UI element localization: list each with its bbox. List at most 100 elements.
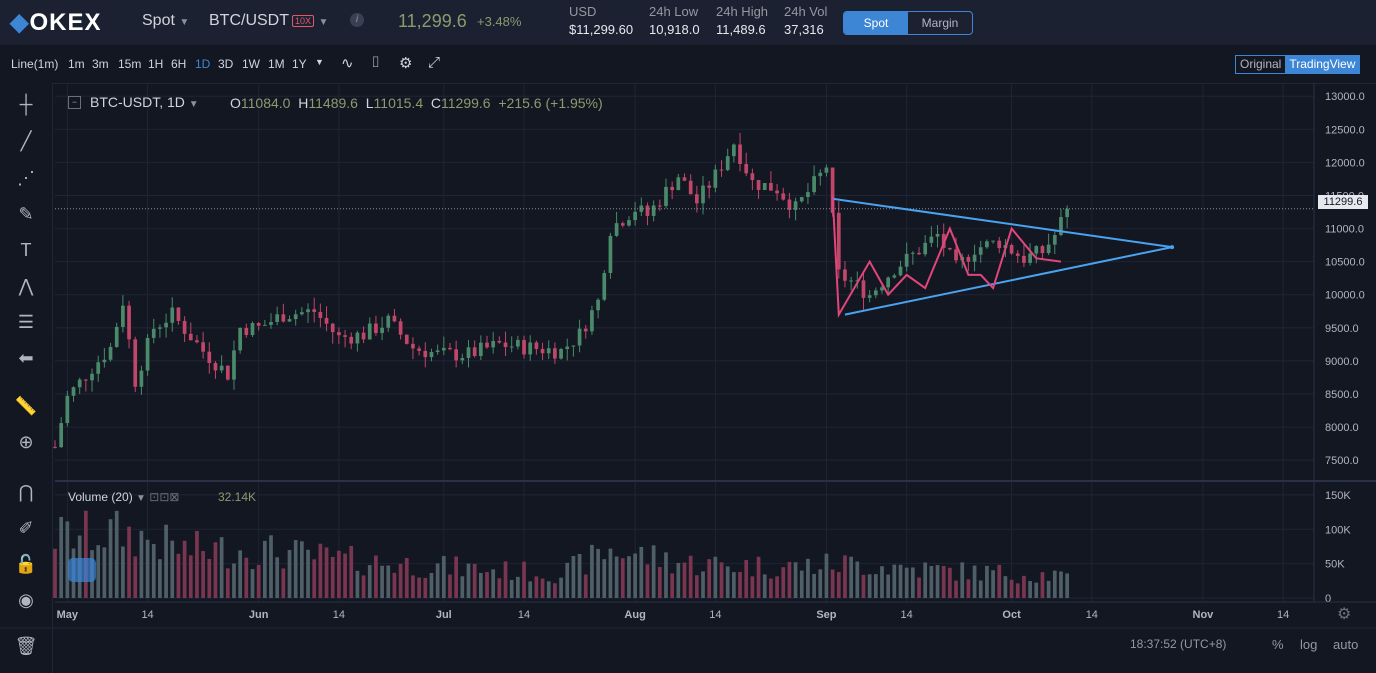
candle [262, 324, 267, 326]
candle [627, 220, 631, 226]
candle [1022, 255, 1026, 263]
tf-6h[interactable]: 6H [171, 57, 187, 71]
volume-bar [244, 557, 249, 598]
tf-3m[interactable]: 3m [92, 57, 109, 71]
okex-logo[interactable]: ◆OKEX [10, 9, 102, 36]
volume-bar [386, 565, 391, 598]
tf-1w[interactable]: 1W [242, 57, 260, 71]
tf-15m[interactable]: 15m [118, 57, 142, 71]
drawing-toolbar [0, 83, 53, 673]
symbol-legend[interactable]: BTC-USDT, 1D ▼ [90, 94, 199, 110]
volume-bar [750, 576, 755, 598]
eye-icon[interactable]: ◉ [18, 590, 34, 610]
volume-bar [312, 559, 317, 598]
tab-margin[interactable]: Margin [921, 16, 959, 30]
ruler-icon[interactable]: 📏 [14, 396, 38, 416]
candle [886, 277, 891, 288]
candle [1046, 244, 1051, 254]
market-type-select[interactable]: Spot ▼ [142, 12, 190, 29]
price-axis-label: 7500.0 [1325, 455, 1359, 467]
candle [423, 350, 428, 358]
candle [787, 199, 792, 210]
tf-1m[interactable]: 1m [68, 57, 85, 71]
chevron-down-icon[interactable]: ▼ [315, 57, 324, 67]
time-axis-label: Sep [816, 609, 836, 621]
fullscreen-icon[interactable]: ⤢ [428, 54, 441, 71]
percent-toggle[interactable]: % [1272, 637, 1284, 652]
candle [657, 205, 662, 207]
candle [485, 342, 489, 348]
gear-icon[interactable]: ⚙ [1337, 606, 1352, 623]
lock-drawing-icon[interactable]: ✐ [18, 518, 34, 538]
volume-bar [997, 564, 1002, 598]
volume-bar [843, 555, 847, 598]
candle [170, 307, 175, 323]
volume-legend[interactable]: Volume (20) ▼ ⊡⊡⊠ [68, 490, 180, 504]
auto-toggle[interactable]: auto [1333, 637, 1359, 652]
candle [713, 169, 718, 188]
candle [867, 295, 872, 298]
volume-bar [867, 574, 872, 598]
trend-line-icon[interactable]: ╱ [20, 131, 32, 151]
volume-bar [873, 574, 878, 598]
pair-select[interactable]: BTC/USDT 10X ▼ [209, 12, 329, 29]
candle [59, 423, 64, 448]
crosshair-icon[interactable]: ┼ [19, 94, 33, 114]
volume-bar [380, 565, 384, 598]
volume-bar [1009, 579, 1014, 598]
magnet-icon[interactable]: ⋂ [18, 482, 34, 502]
volume-axis-label: 0 [1325, 593, 1331, 605]
tf-3d[interactable]: 3D [218, 57, 234, 71]
volume-bar [324, 547, 329, 598]
candle [188, 333, 193, 341]
info-icon[interactable]: i [350, 13, 364, 27]
volume-bar [114, 510, 119, 598]
unlock-icon[interactable]: 🔓 [14, 554, 38, 574]
tf-1h[interactable]: 1H [148, 57, 164, 71]
volume-bar [732, 572, 736, 598]
volume-bar [645, 564, 650, 598]
price-axis-label: 8500.0 [1325, 389, 1359, 401]
fib-icon[interactable]: ☰ [17, 312, 35, 332]
time-axis-label: 14 [709, 609, 721, 621]
candle [454, 349, 459, 361]
tab-tradingview[interactable]: TradingView [1285, 56, 1360, 73]
tf-1y[interactable]: 1Y [292, 57, 307, 71]
volume-bar [404, 558, 409, 598]
pattern-icon[interactable]: ⋀ [18, 276, 34, 296]
stat-high-value: 11,489.6 [716, 22, 766, 37]
trash-icon[interactable]: 🗑 [14, 636, 38, 656]
volume-bar [423, 577, 428, 598]
text-icon[interactable]: T [20, 240, 32, 260]
volume-bar [738, 572, 742, 598]
volume-bar [466, 563, 471, 598]
candle [145, 337, 150, 371]
time-axis-label: 14 [901, 609, 913, 621]
back-arrow-icon[interactable]: ⬅ [18, 348, 34, 368]
volume-bar [688, 555, 693, 598]
tf-1d[interactable]: 1D [195, 57, 211, 71]
tab-original[interactable]: Original [1240, 57, 1282, 71]
candle [836, 212, 841, 270]
pitchfork-icon[interactable]: ⋰ [17, 168, 35, 188]
clock: 18:37:52 (UTC+8) [1130, 637, 1227, 651]
volume-bar [608, 548, 613, 598]
price-axis-label: 10000.0 [1325, 290, 1365, 302]
candle [460, 357, 465, 361]
volume-bar [664, 552, 668, 598]
tab-spot[interactable]: Spot [844, 12, 908, 34]
camera-icon[interactable]: ⌷ [371, 54, 381, 71]
brush-icon[interactable]: ✎ [18, 204, 34, 224]
tf-1m-month[interactable]: 1M [268, 57, 285, 71]
volume-settings-icon[interactable]: ⊡⊡⊠ [149, 490, 180, 504]
tf-line-1m[interactable]: Line(1m) [11, 57, 59, 71]
volume-bar [978, 580, 983, 598]
indicator-icon[interactable]: ∿ [341, 55, 354, 72]
collapse-icon[interactable]: − [68, 96, 81, 109]
zoom-in-icon[interactable]: ⊕ [18, 432, 34, 452]
gear-icon[interactable]: ⚙ [399, 55, 413, 72]
log-toggle[interactable]: log [1300, 637, 1318, 652]
volume-bar [53, 548, 57, 598]
candle [380, 327, 384, 334]
